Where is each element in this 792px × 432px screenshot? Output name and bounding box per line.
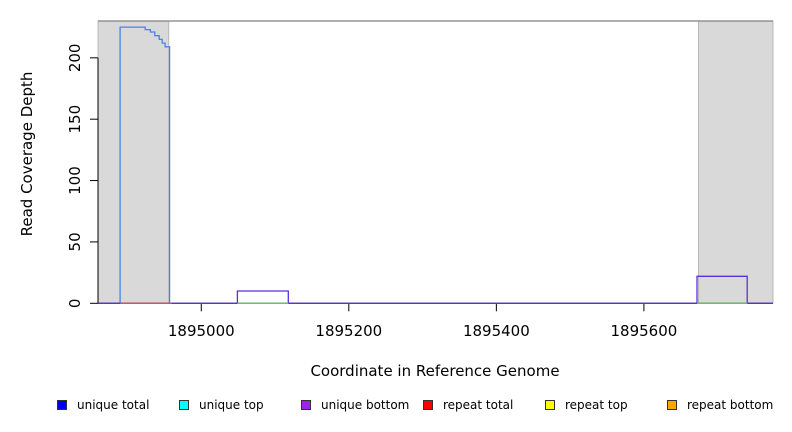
- legend-label: repeat total: [443, 398, 514, 412]
- series-line-unique-total: [119, 26, 171, 304]
- y-tick-label: 150: [66, 105, 84, 134]
- legend-item-unique-top: unique top: [179, 398, 301, 412]
- shaded-repeat-region: [698, 20, 774, 304]
- x-axis-label: Coordinate in Reference Genome: [310, 362, 560, 380]
- shaded-repeat-region: [97, 20, 170, 304]
- x-tick-label: 1895000: [168, 322, 235, 340]
- legend-item-unique-total: unique total: [57, 398, 179, 412]
- unique-total-swatch-icon: [57, 400, 67, 410]
- legend-label: unique top: [199, 398, 264, 412]
- y-tick-label: 100: [66, 166, 84, 195]
- legend-item-repeat-top: repeat top: [545, 398, 667, 412]
- legend-item-repeat-bottom: repeat bottom: [667, 398, 773, 412]
- legend-label: unique total: [77, 398, 150, 412]
- legend-label: unique bottom: [321, 398, 410, 412]
- y-tick-label: 0: [66, 299, 84, 309]
- x-tick-label: 1895400: [463, 322, 530, 340]
- chart-legend: unique total unique top unique bottom re…: [57, 398, 792, 412]
- y-axis-label: Read Coverage Depth: [18, 71, 36, 237]
- legend-label: repeat top: [565, 398, 628, 412]
- legend-item-repeat-total: repeat total: [423, 398, 545, 412]
- legend-label: repeat bottom: [687, 398, 774, 412]
- x-tick-label: 1895200: [315, 322, 382, 340]
- unique-bottom-swatch-icon: [301, 400, 311, 410]
- legend-item-unique-bottom: unique bottom: [301, 398, 423, 412]
- repeat-bottom-swatch-icon: [667, 400, 677, 410]
- y-tick-label: 50: [66, 232, 84, 251]
- repeat-total-swatch-icon: [423, 400, 433, 410]
- series-line-unique-bottom: [98, 275, 773, 304]
- y-tick-label: 200: [66, 44, 84, 73]
- repeat-top-swatch-icon: [545, 400, 555, 410]
- x-tick-label: 1895600: [610, 322, 677, 340]
- unique-top-swatch-icon: [179, 400, 189, 410]
